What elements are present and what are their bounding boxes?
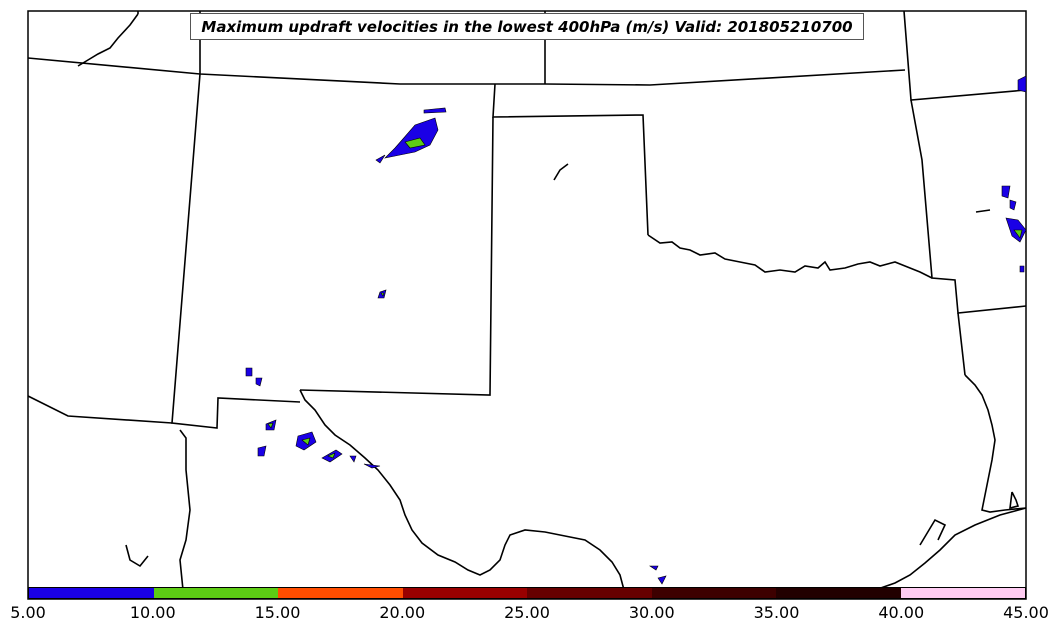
updraft-cell: [363, 463, 381, 469]
updraft-core: [301, 437, 311, 446]
updraft-cell: [245, 367, 253, 377]
colorbar-segment: [900, 588, 1025, 598]
colorbar-tick-label: 35.00: [753, 603, 800, 622]
colorbar-tick-label: 15.00: [254, 603, 301, 622]
updraft-cell: [384, 117, 439, 159]
rio-grande: [299, 389, 625, 591]
colorbar-segment: [527, 588, 652, 598]
nm-west-border: [171, 11, 301, 429]
gulf-coast: [874, 507, 1027, 591]
tx-la-border: [957, 312, 966, 376]
ok-ar-border: [910, 99, 1027, 314]
colorbar-tick-label: 20.00: [379, 603, 426, 622]
map-frame: [27, 10, 1027, 600]
updraft-cell: [1017, 75, 1027, 93]
state-borders: [27, 10, 1027, 591]
updraft-core: [380, 292, 385, 297]
updraft-core: [1013, 229, 1023, 239]
updraft-cell: [255, 377, 263, 387]
updraft-cell: [1009, 199, 1017, 211]
colorbar-tick-label: 10.00: [129, 603, 176, 622]
colorbar-segment: [153, 588, 278, 598]
colorbar-segment: [29, 588, 154, 598]
updraft-cell: [1019, 265, 1025, 273]
updraft-contours: [245, 75, 1027, 585]
sabine-river: [964, 374, 1027, 513]
updraft-core: [267, 422, 274, 429]
updraft-core: [404, 137, 426, 149]
colorbar-tick-label: 40.00: [878, 603, 925, 622]
updraft-cell: [349, 455, 357, 463]
colorbar-tick-label: 30.00: [628, 603, 675, 622]
colorbar-tick-label: 5.00: [10, 603, 46, 622]
colorbar-tick-label: 25.00: [504, 603, 550, 622]
updraft-cell: [657, 575, 667, 585]
lake-mark-3: [1009, 491, 1020, 510]
updraft-cell: [649, 565, 659, 571]
colorbar-segment: [278, 588, 403, 598]
colorbar-tick-label: 45.00: [1003, 603, 1049, 622]
updraft-cell: [423, 107, 447, 114]
co-ks-ne-border: [27, 57, 906, 86]
updraft-cell: [1001, 185, 1011, 199]
colorbar-segment: [651, 588, 776, 598]
chihuahua-border: [179, 429, 191, 591]
map-title: Maximum updraft velocities in the lowest…: [190, 13, 864, 40]
colorbar-segment: [776, 588, 901, 598]
galveston-bay: [919, 518, 947, 546]
red-river: [647, 234, 933, 279]
lake-mark-2: [975, 209, 991, 213]
az-nm-border: [27, 395, 173, 424]
updraft-cell: [375, 154, 386, 164]
updraft-core: [327, 452, 336, 459]
baja-coast: [125, 544, 149, 568]
colorbar: [28, 587, 1026, 599]
colorbar-segment: [402, 588, 527, 598]
nm-tx-border: [299, 116, 494, 396]
lake-mark: [553, 163, 569, 181]
updraft-cell: [257, 445, 267, 457]
ok-panhandle-border: [492, 83, 649, 236]
coastline-top-left: [77, 13, 139, 67]
